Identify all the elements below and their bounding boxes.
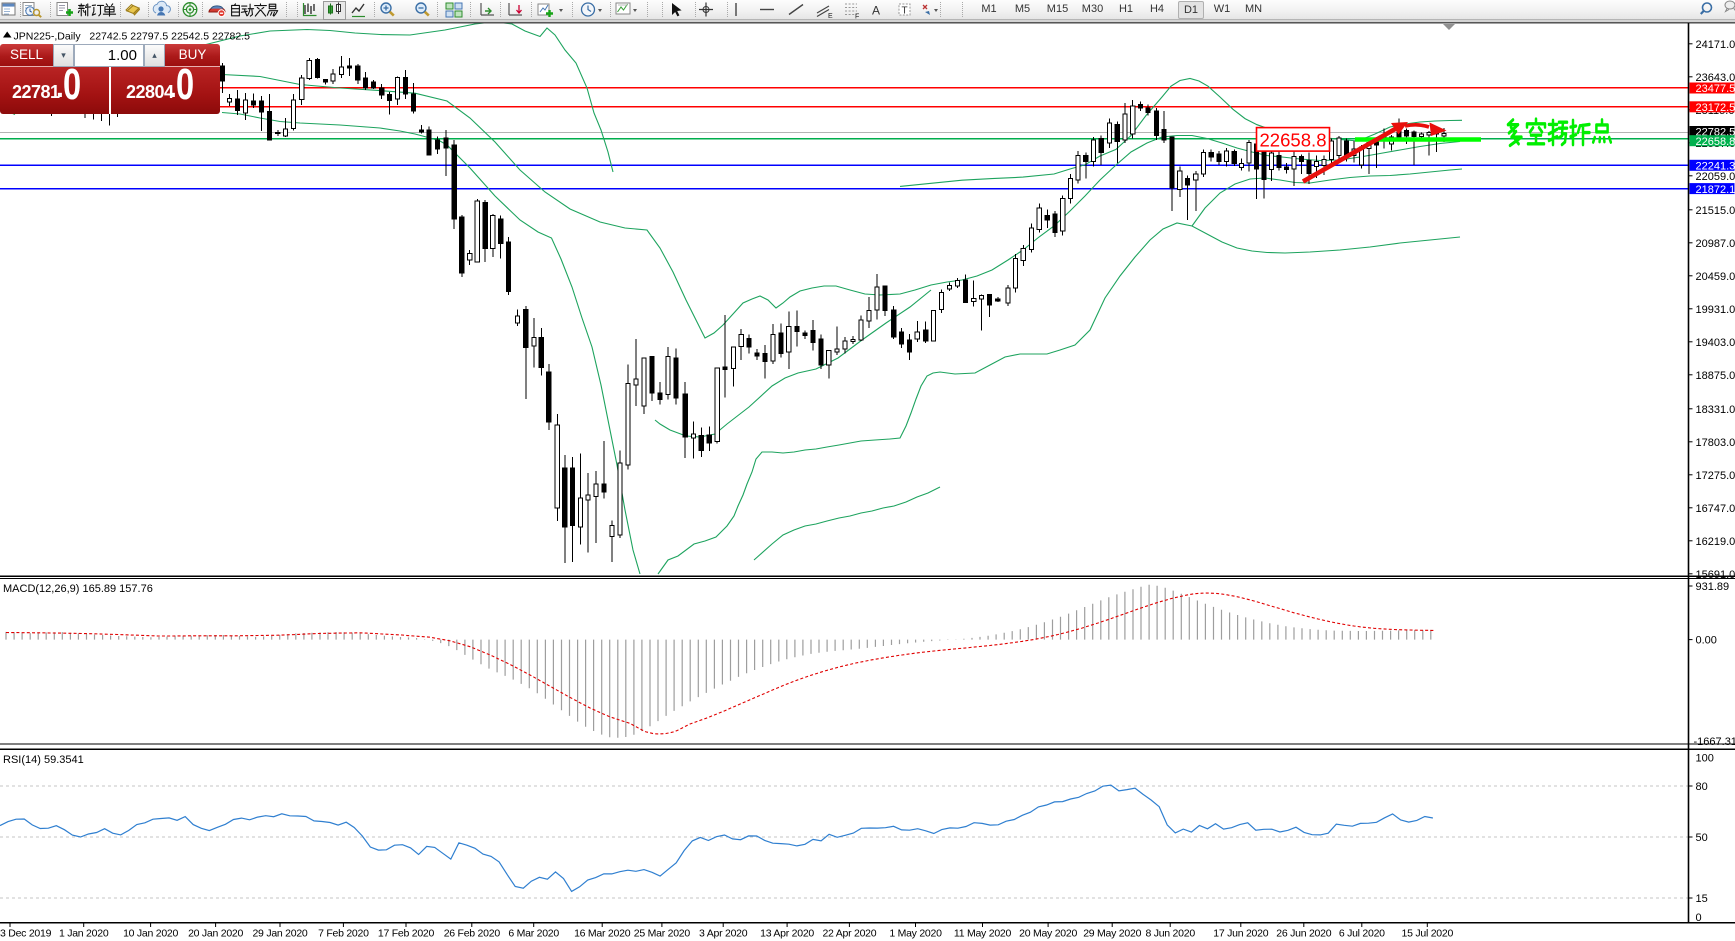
svg-text:MACD(12,26,9) 165.89 157.76: MACD(12,26,9) 165.89 157.76 — [3, 583, 153, 595]
svg-text:16219.0: 16219.0 — [1696, 536, 1735, 548]
svg-text:10 Jan 2020: 10 Jan 2020 — [123, 928, 178, 940]
svg-text:26 Jun 2020: 26 Jun 2020 — [1276, 928, 1331, 940]
svg-text:20459.0: 20459.0 — [1696, 271, 1735, 283]
svg-text:22658.8: 22658.8 — [1696, 136, 1735, 148]
svg-text:18875.0: 18875.0 — [1696, 370, 1735, 382]
svg-text:22 Apr 2020: 22 Apr 2020 — [822, 928, 876, 940]
svg-text:0.00: 0.00 — [1696, 635, 1717, 647]
svg-text:A: A — [872, 4, 880, 18]
svg-text:18331.0: 18331.0 — [1696, 404, 1735, 416]
svg-text:1 Jan 2020: 1 Jan 2020 — [59, 928, 109, 940]
svg-text:100: 100 — [1696, 753, 1714, 765]
svg-text:29 Jan 2020: 29 Jan 2020 — [252, 928, 307, 940]
svg-text:JPN225-,Daily 22742.5 22797.: JPN225-,Daily 22742.5 22797.5 22542.5 22… — [14, 31, 251, 43]
svg-text:19403.0: 19403.0 — [1696, 337, 1735, 349]
svg-text:22658.8: 22658.8 — [1260, 130, 1327, 151]
svg-text:20 May 2020: 20 May 2020 — [1019, 928, 1077, 940]
svg-text:29 May 2020: 29 May 2020 — [1083, 928, 1141, 940]
svg-text:17803.0: 17803.0 — [1696, 437, 1735, 449]
svg-text:22241.3: 22241.3 — [1696, 161, 1735, 173]
svg-text:19931.0: 19931.0 — [1696, 304, 1735, 316]
svg-text:6 Jul 2020: 6 Jul 2020 — [1339, 928, 1385, 940]
svg-text:-1667.31: -1667.31 — [1694, 736, 1735, 748]
svg-text:17 Feb 2020: 17 Feb 2020 — [378, 928, 435, 940]
svg-text:1 May 2020: 1 May 2020 — [889, 928, 942, 940]
svg-text:17275.0: 17275.0 — [1696, 470, 1735, 482]
svg-text:15691.0: 15691.0 — [1696, 569, 1735, 581]
svg-text:21515.0: 21515.0 — [1696, 205, 1735, 217]
svg-text:8 Jun 2020: 8 Jun 2020 — [1145, 928, 1195, 940]
svg-text:16 Mar 2020: 16 Mar 2020 — [574, 928, 631, 940]
svg-text:7 Feb 2020: 7 Feb 2020 — [318, 928, 369, 940]
svg-text:15: 15 — [1696, 893, 1708, 905]
svg-text:931.89: 931.89 — [1696, 581, 1730, 593]
svg-text:25 Mar 2020: 25 Mar 2020 — [634, 928, 691, 940]
svg-text:23643.0: 23643.0 — [1696, 72, 1735, 84]
svg-text:23172.5: 23172.5 — [1696, 102, 1735, 114]
svg-text:6 Mar 2020: 6 Mar 2020 — [508, 928, 559, 940]
svg-text:24171.0: 24171.0 — [1696, 39, 1735, 51]
svg-text:E: E — [828, 13, 833, 20]
svg-text:15 Jul 2020: 15 Jul 2020 — [1402, 928, 1454, 940]
svg-text:3 Apr 2020: 3 Apr 2020 — [699, 928, 748, 940]
svg-text:0: 0 — [1696, 912, 1702, 924]
svg-text:50: 50 — [1696, 832, 1708, 844]
svg-text:T: T — [902, 6, 908, 17]
svg-text:RSI(14) 59.3541: RSI(14) 59.3541 — [3, 754, 84, 766]
svg-text:3 Dec 2019: 3 Dec 2019 — [0, 928, 52, 940]
svg-text:21872.1: 21872.1 — [1696, 184, 1735, 196]
svg-text:11 May 2020: 11 May 2020 — [954, 928, 1012, 940]
svg-text:16747.0: 16747.0 — [1696, 503, 1735, 515]
svg-text:80: 80 — [1696, 781, 1708, 793]
svg-text:20987.0: 20987.0 — [1696, 238, 1735, 250]
svg-text:26 Feb 2020: 26 Feb 2020 — [444, 928, 501, 940]
svg-text:13 Apr 2020: 13 Apr 2020 — [760, 928, 814, 940]
svg-text:23477.5: 23477.5 — [1696, 83, 1735, 95]
svg-text:22059.0: 22059.0 — [1696, 171, 1735, 183]
svg-text:20 Jan 2020: 20 Jan 2020 — [188, 928, 243, 940]
svg-text:17 Jun 2020: 17 Jun 2020 — [1213, 928, 1268, 940]
svg-text:F: F — [855, 14, 859, 21]
